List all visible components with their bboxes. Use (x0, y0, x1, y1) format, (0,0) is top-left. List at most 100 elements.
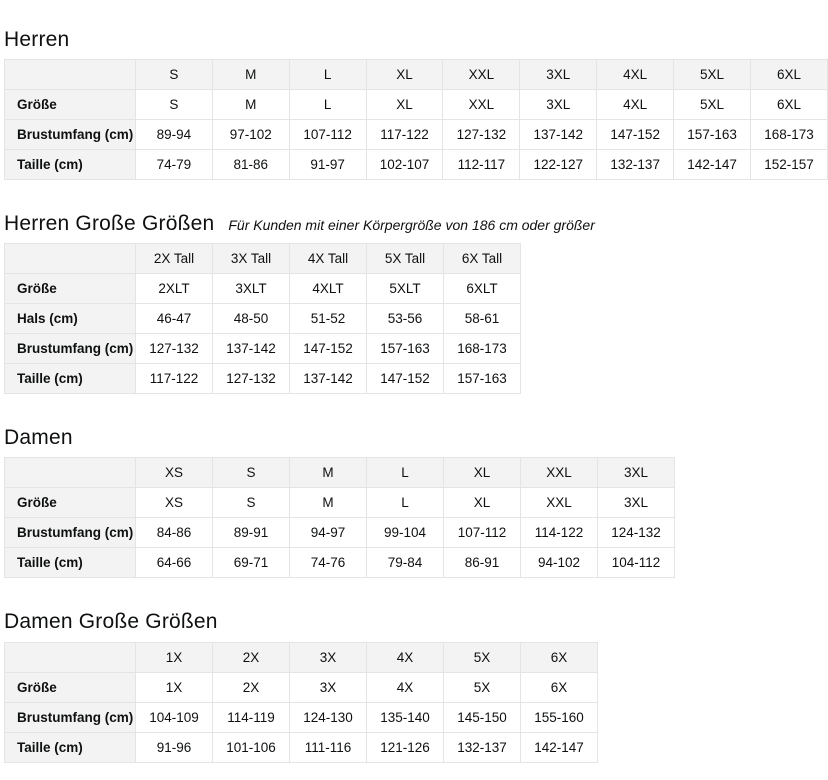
size-cell: 142-147 (520, 731, 598, 763)
table-row: Taille (cm) 64-66 69-71 74-76 79-84 86-91 94-1… (4, 547, 675, 579)
column-header: 2X Tall (135, 243, 213, 275)
size-cell: 168-173 (750, 119, 828, 151)
column-header: 5X Tall (366, 243, 444, 275)
size-cell: 145-150 (443, 701, 521, 733)
size-cell: 74-76 (289, 547, 367, 579)
size-cell: 5XLT (366, 273, 444, 305)
size-cell: 2X (212, 671, 290, 703)
row-label: Größe (4, 273, 136, 305)
size-cell: 3X (289, 671, 367, 703)
size-cell: 124-132 (597, 517, 675, 549)
row-label: Taille (cm) (4, 149, 136, 181)
size-cell: 127-132 (442, 119, 521, 151)
table-row: Größe XS S M L XL XXL 3XL (4, 487, 675, 519)
column-header: S (134, 59, 213, 91)
row-label: Größe (4, 671, 136, 703)
size-cell: 99-104 (366, 517, 444, 549)
row-label: Taille (cm) (4, 363, 136, 395)
row-label: Hals (cm) (4, 303, 136, 335)
column-header: 3X Tall (212, 243, 290, 275)
header-row: 2X Tall 3X Tall 4X Tall 5X Tall 6X Tall (4, 243, 521, 275)
size-cell: 107-112 (443, 517, 521, 549)
size-cell: 117-122 (365, 119, 444, 151)
table-row: Größe 1X 2X 3X 4X 5X 6X (4, 671, 598, 703)
table-row: Brustumfang (cm) 104-109 114-119 124-130 135… (4, 701, 598, 733)
header-row: S M L XL XXL 3XL 4XL 5XL 6XL (4, 59, 828, 91)
section-title: Herren Große Größen (4, 212, 215, 236)
size-cell: 5X (443, 671, 521, 703)
size-cell: 117-122 (135, 363, 213, 395)
column-header: XXL (520, 457, 598, 489)
column-header: 3XL (597, 457, 675, 489)
row-label: Brustumfang (cm) (4, 333, 136, 365)
size-cell: 3XL (519, 89, 598, 121)
corner-cell (4, 457, 136, 489)
section-title: Damen Große Größen (4, 610, 218, 634)
section-damen: Damen XS S M L XL XXL 3XL Größe XS S M L XL XXL 3XL Bru… (4, 426, 828, 579)
column-header: 2X (212, 641, 290, 673)
row-label: Brustumfang (cm) (4, 517, 136, 549)
column-header: XXL (442, 59, 521, 91)
size-cell: 64-66 (135, 547, 213, 579)
size-cell: 147-152 (289, 333, 367, 365)
size-cell: XS (135, 487, 213, 519)
size-cell: 51-52 (289, 303, 367, 335)
column-header: L (366, 457, 444, 489)
size-cell: 81-86 (211, 149, 290, 181)
section-damen-grosse-groessen: Damen Große Größen 1X 2X 3X 4X 5X 6X Größe 1X 2X… (4, 610, 828, 763)
table-row: Brustumfang (cm) 89-94 97-102 107-112 117-12… (4, 119, 828, 151)
size-chart-page: Herren S M L XL XXL 3XL 4XL 5XL 6XL Größe S M L XL XXL… (4, 28, 828, 763)
header-row: 1X 2X 3X 4X 5X 6X (4, 641, 598, 673)
row-label: Taille (cm) (4, 731, 136, 763)
size-cell: 107-112 (288, 119, 367, 151)
column-header: 3XL (519, 59, 598, 91)
corner-cell (4, 243, 136, 275)
size-cell: 132-137 (596, 149, 675, 181)
size-cell: 4X (366, 671, 444, 703)
column-header: 6XL (750, 59, 828, 91)
size-cell: XL (365, 89, 444, 121)
section-herren-grosse-groessen: Herren Große Größen Für Kunden mit einer… (4, 212, 828, 395)
size-cell: 69-71 (212, 547, 290, 579)
size-cell: 157-163 (673, 119, 752, 151)
column-header: M (289, 457, 367, 489)
size-cell: 89-91 (212, 517, 290, 549)
size-cell: 157-163 (443, 363, 521, 395)
size-cell: 94-102 (520, 547, 598, 579)
size-cell: 135-140 (366, 701, 444, 733)
size-cell: 127-132 (212, 363, 290, 395)
size-table-herren: S M L XL XXL 3XL 4XL 5XL 6XL Größe S M L XL XXL 3XL 4XL 5… (4, 59, 828, 181)
table-row: Brustumfang (cm) 84-86 89-91 94-97 99-104 107… (4, 517, 675, 549)
section-herren: Herren S M L XL XXL 3XL 4XL 5XL 6XL Größe S M L XL XXL… (4, 28, 828, 181)
size-cell: 147-152 (366, 363, 444, 395)
size-cell: 91-97 (288, 149, 367, 181)
header-row: XS S M L XL XXL 3XL (4, 457, 675, 489)
size-cell: 89-94 (134, 119, 213, 151)
size-cell: L (366, 487, 444, 519)
size-cell: 127-132 (135, 333, 213, 365)
row-label: Taille (cm) (4, 547, 136, 579)
column-header: 1X (135, 641, 213, 673)
size-cell: S (212, 487, 290, 519)
table-row: Taille (cm) 91-96 101-106 111-116 121-126 132… (4, 731, 598, 763)
size-cell: 137-142 (212, 333, 290, 365)
size-cell: XL (443, 487, 521, 519)
size-cell: 111-116 (289, 731, 367, 763)
size-cell: 102-107 (365, 149, 444, 181)
size-cell: 152-157 (750, 149, 828, 181)
column-header: L (288, 59, 367, 91)
size-cell: 2XLT (135, 273, 213, 305)
column-header: XL (443, 457, 521, 489)
size-cell: 46-47 (135, 303, 213, 335)
table-row: Größe S M L XL XXL 3XL 4XL 5XL 6XL (4, 89, 828, 121)
table-row: Größe 2XLT 3XLT 4XLT 5XLT 6XLT (4, 273, 521, 305)
size-cell: 142-147 (673, 149, 752, 181)
size-cell: 4XLT (289, 273, 367, 305)
column-header: 5XL (673, 59, 752, 91)
size-cell: 53-56 (366, 303, 444, 335)
size-cell: 4XL (596, 89, 675, 121)
size-cell: 3XL (597, 487, 675, 519)
size-table-damen: XS S M L XL XXL 3XL Größe XS S M L XL XXL 3XL Brustumfa… (4, 457, 675, 579)
size-cell: 1X (135, 671, 213, 703)
size-cell: L (288, 89, 367, 121)
